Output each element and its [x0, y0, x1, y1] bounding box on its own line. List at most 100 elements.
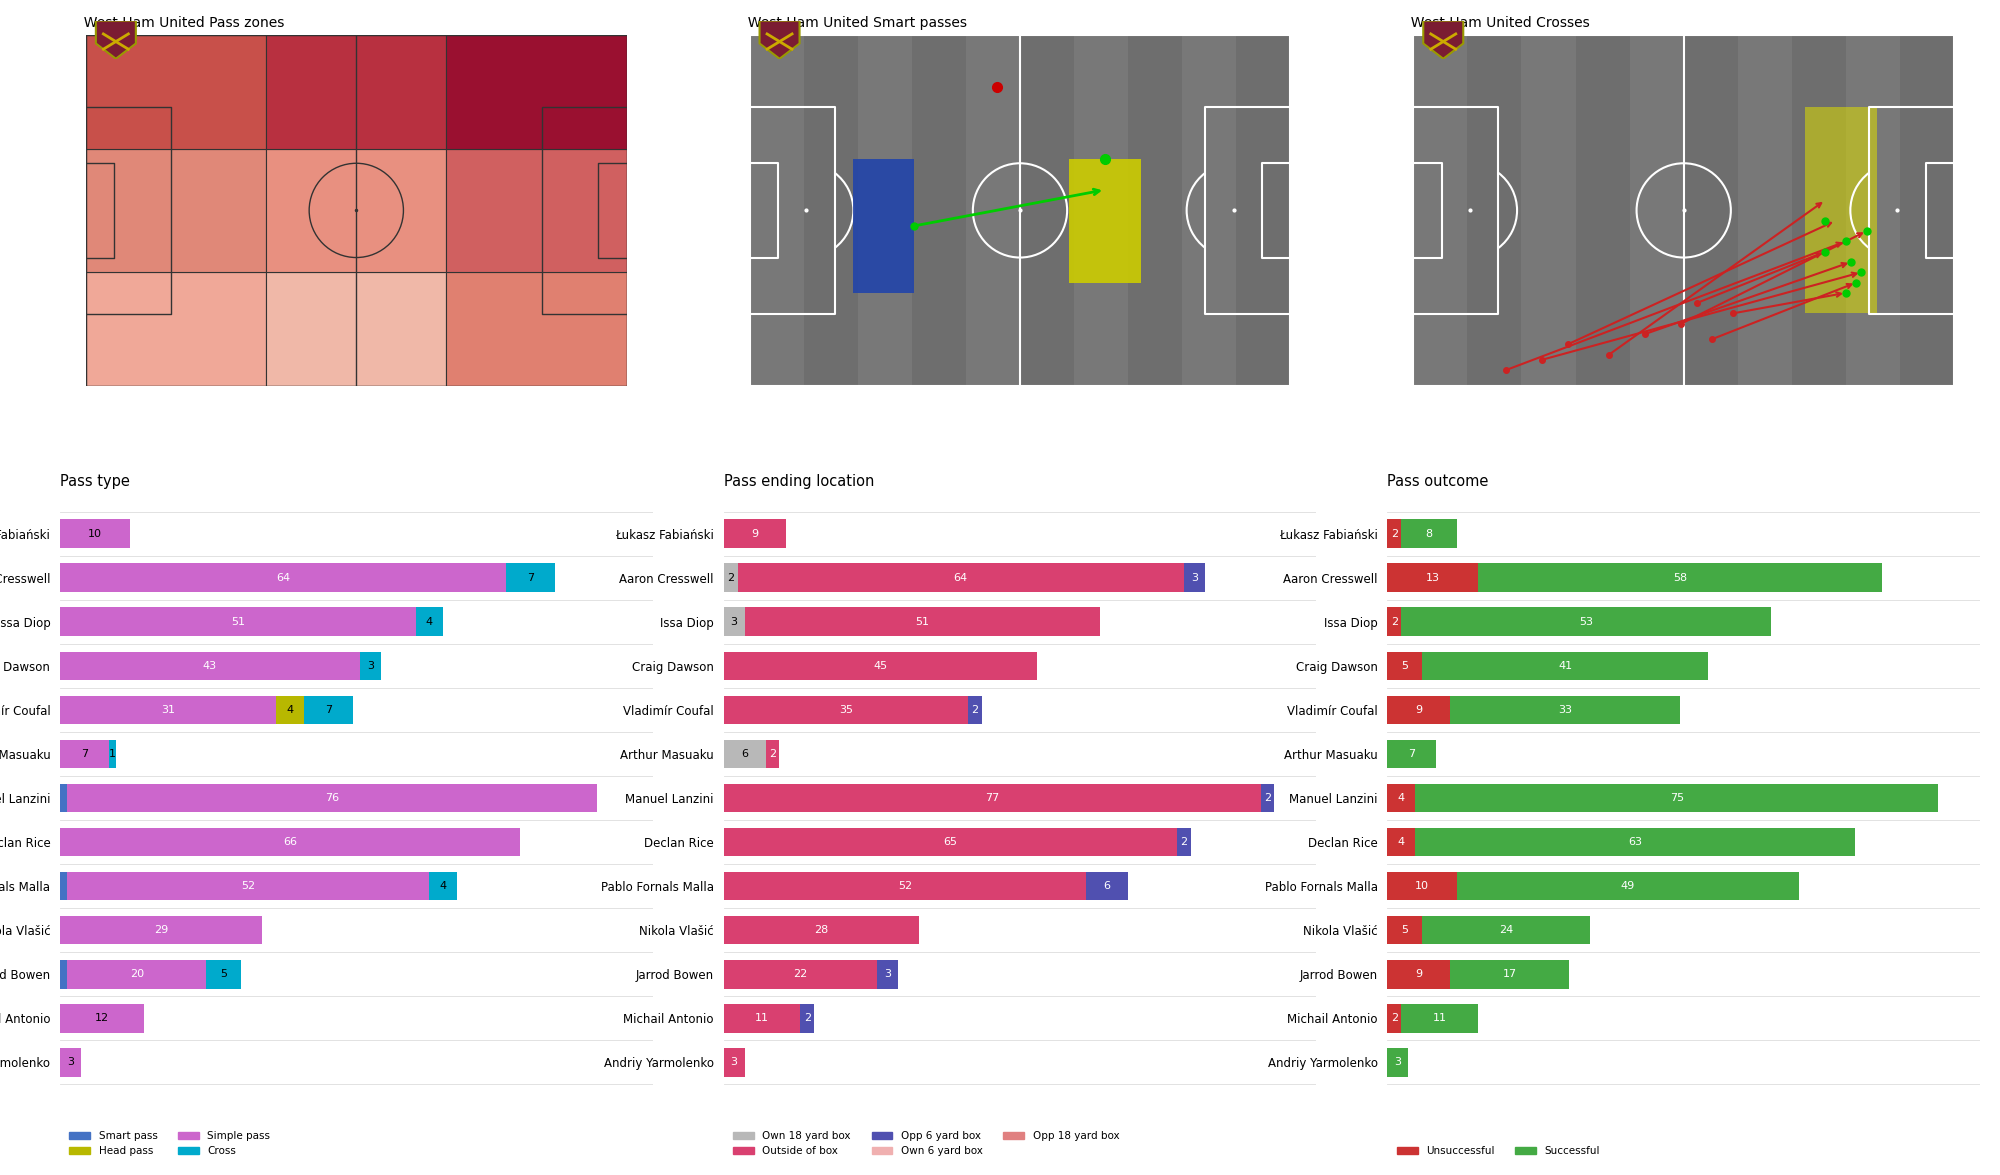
Bar: [1414, 35, 1468, 385]
Text: 2: 2: [972, 705, 978, 714]
Bar: [1388, 651, 1422, 680]
Bar: [60, 519, 130, 548]
Bar: [1846, 35, 1900, 385]
Bar: [108, 739, 116, 768]
Bar: [446, 148, 626, 273]
Text: 77: 77: [984, 793, 1000, 803]
Bar: [1176, 827, 1190, 857]
Bar: [1388, 739, 1436, 768]
Text: West Ham United Smart passes: West Ham United Smart passes: [738, 16, 966, 29]
Text: 28: 28: [814, 925, 828, 935]
Bar: [1804, 107, 1876, 314]
Bar: [1184, 564, 1204, 592]
Text: 5: 5: [220, 969, 228, 979]
Text: 6: 6: [742, 748, 748, 759]
Bar: [1402, 1003, 1478, 1033]
Text: 29: 29: [154, 925, 168, 935]
Bar: [1182, 35, 1236, 385]
Bar: [1684, 35, 1738, 385]
Bar: [738, 564, 1184, 592]
Bar: [86, 148, 266, 273]
Text: 51: 51: [916, 617, 930, 626]
Bar: [1450, 696, 1680, 724]
Bar: [1416, 784, 1938, 812]
Bar: [750, 35, 804, 385]
Text: 4: 4: [286, 705, 294, 714]
Bar: [724, 739, 766, 768]
Text: 2: 2: [1390, 529, 1398, 538]
Bar: [1402, 519, 1458, 548]
Text: 3: 3: [730, 1058, 738, 1067]
Text: 3: 3: [66, 1058, 74, 1067]
Text: 2: 2: [728, 572, 734, 583]
Text: Pass type: Pass type: [60, 474, 130, 489]
Bar: [912, 35, 966, 385]
Text: 3: 3: [366, 660, 374, 671]
Bar: [1468, 35, 1522, 385]
Text: 20: 20: [130, 969, 144, 979]
Text: 7: 7: [528, 572, 534, 583]
Text: 45: 45: [874, 660, 888, 671]
Bar: [1388, 827, 1416, 857]
Bar: [1416, 827, 1854, 857]
Text: 3: 3: [730, 617, 738, 626]
Text: 7: 7: [324, 705, 332, 714]
Bar: [266, 35, 446, 148]
Bar: [1388, 607, 1402, 636]
Bar: [60, 651, 360, 680]
Text: 49: 49: [1620, 881, 1636, 891]
Bar: [766, 739, 780, 768]
Bar: [1522, 35, 1576, 385]
Bar: [1388, 519, 1402, 548]
Bar: [276, 696, 304, 724]
Bar: [744, 607, 1100, 636]
Bar: [60, 564, 506, 592]
Bar: [852, 159, 914, 293]
Bar: [66, 960, 206, 988]
Text: 2: 2: [768, 748, 776, 759]
Text: 64: 64: [954, 572, 968, 583]
Bar: [266, 148, 446, 273]
Text: 3: 3: [1394, 1058, 1402, 1067]
Bar: [1422, 651, 1708, 680]
Text: West Ham United Crosses: West Ham United Crosses: [1402, 16, 1590, 29]
Bar: [1458, 872, 1798, 900]
Bar: [1388, 1003, 1402, 1033]
Text: 52: 52: [242, 881, 256, 891]
Text: 11: 11: [1432, 1013, 1446, 1023]
Bar: [1792, 35, 1846, 385]
Bar: [60, 960, 66, 988]
Bar: [968, 696, 982, 724]
Bar: [430, 872, 458, 900]
Bar: [66, 784, 596, 812]
Text: 4: 4: [1398, 793, 1404, 803]
Text: 6: 6: [1104, 881, 1110, 891]
Text: 10: 10: [1416, 881, 1430, 891]
Bar: [1388, 915, 1422, 945]
Legend: Smart pass, Head pass, Simple pass, Cross: Smart pass, Head pass, Simple pass, Cros…: [66, 1127, 274, 1161]
Bar: [724, 651, 1038, 680]
Bar: [724, 564, 738, 592]
Bar: [446, 35, 626, 148]
Text: 76: 76: [324, 793, 338, 803]
Bar: [724, 1003, 800, 1033]
Bar: [60, 607, 416, 636]
Bar: [1086, 872, 1128, 900]
Bar: [1068, 159, 1142, 282]
Bar: [60, 696, 276, 724]
Bar: [804, 35, 858, 385]
Bar: [506, 564, 554, 592]
Text: 5: 5: [1402, 660, 1408, 671]
Text: 2: 2: [1180, 837, 1188, 847]
Bar: [1900, 35, 1954, 385]
Text: Pass ending location: Pass ending location: [724, 474, 874, 489]
Bar: [724, 784, 1260, 812]
Text: 3: 3: [884, 969, 892, 979]
Polygon shape: [96, 20, 136, 59]
Text: 3: 3: [1190, 572, 1198, 583]
Text: 13: 13: [1426, 572, 1440, 583]
Text: 11: 11: [756, 1013, 770, 1023]
Text: 63: 63: [1628, 837, 1642, 847]
Bar: [724, 827, 1176, 857]
Bar: [60, 915, 262, 945]
